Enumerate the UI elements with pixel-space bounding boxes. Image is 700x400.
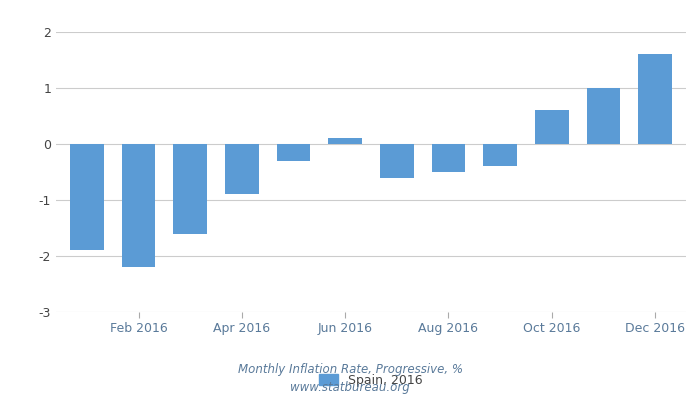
Bar	[328, 138, 362, 144]
Text: www.statbureau.org: www.statbureau.org	[290, 382, 410, 394]
Bar	[432, 144, 466, 172]
Bar	[483, 144, 517, 166]
Bar	[174, 144, 207, 234]
Bar	[380, 144, 414, 178]
Bar	[535, 110, 568, 144]
Bar	[122, 144, 155, 267]
Text: Monthly Inflation Rate, Progressive, %: Monthly Inflation Rate, Progressive, %	[237, 364, 463, 376]
Bar	[225, 144, 259, 194]
Bar	[276, 144, 310, 161]
Bar	[587, 88, 620, 144]
Bar	[638, 54, 672, 144]
Legend: Spain, 2016: Spain, 2016	[314, 369, 428, 392]
Bar	[70, 144, 104, 250]
